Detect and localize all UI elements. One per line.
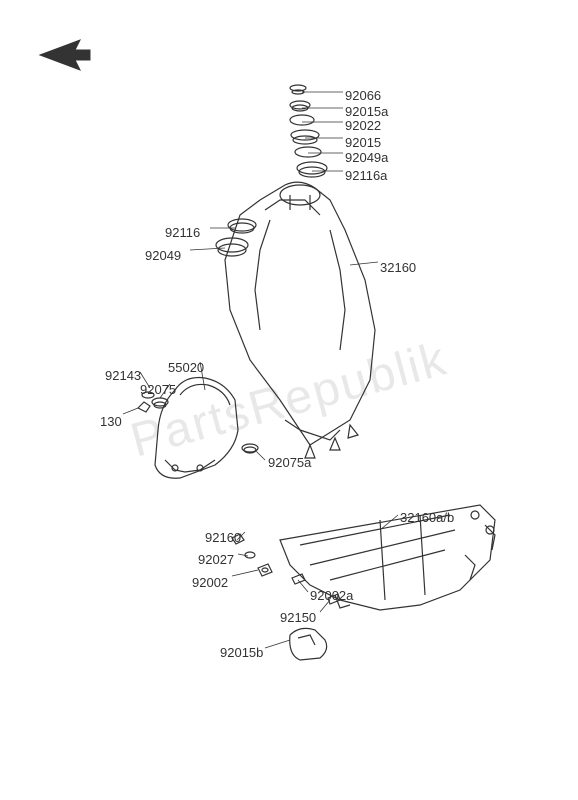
exploded-diagram-container: PartsRepublik: [0, 0, 578, 800]
parts-illustration: [0, 0, 578, 800]
